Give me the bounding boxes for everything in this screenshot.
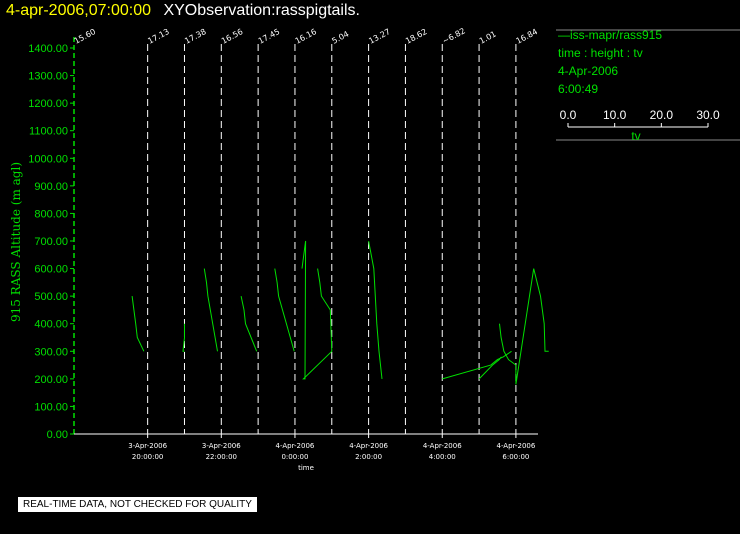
- profile-trace: [203, 268, 218, 352]
- y-tick-label: 1000.00: [28, 153, 68, 165]
- profile-trace: [240, 295, 258, 352]
- legend-series: —iss-mapr/rass915: [558, 28, 663, 42]
- y-axis: 0.00 100.00 200.00 300.00 400.00 500.00 600.00…: [28, 36, 75, 441]
- profile-trace: [182, 323, 185, 352]
- legend-scale-tick: 20.0: [650, 108, 674, 122]
- x-tick-time: 0:00:00: [281, 453, 308, 461]
- legend-date: 4-Apr-2006: [558, 64, 619, 78]
- profile-label: 1.01: [478, 29, 498, 45]
- y-tick-label: 400.00: [34, 319, 68, 331]
- y-tick-label: 1400.00: [28, 43, 68, 55]
- y-tick-label: 1300.00: [28, 71, 68, 83]
- y-tick-label: 100.00: [34, 401, 68, 413]
- profile-trace: [478, 356, 502, 380]
- legend-scale: 0.0 10.0 20.0 30.0 tv: [556, 29, 740, 143]
- legend-scale-tick: 0.0: [560, 108, 577, 122]
- profile-label: 5.04: [330, 29, 350, 45]
- disclaimer-box: REAL-TIME DATA, NOT CHECKED FOR QUALITY: [18, 497, 257, 512]
- profile-trace: [368, 240, 383, 379]
- x-tick-date: 3-Apr-2006: [202, 442, 241, 450]
- y-tick-label: 900.00: [34, 181, 68, 193]
- x-tick-time: 2:00:00: [355, 453, 382, 461]
- y-tick-label: 1200.00: [28, 98, 68, 110]
- legend-time: 6:00:49: [558, 82, 599, 96]
- y-tick-label: 0.00: [47, 429, 68, 441]
- x-tick-date: 3-Apr-2006: [128, 442, 167, 450]
- profile-trace: [499, 268, 549, 385]
- x-tick-date: 4-Apr-2006: [496, 442, 535, 450]
- legend-scale-tick: 10.0: [603, 108, 627, 122]
- profile-marker-lines: [147, 44, 517, 434]
- title-bar: 4-apr-2006,07:00:00 XYObservation:rasspi…: [6, 2, 360, 20]
- title-observation: XYObservation:rasspigtails.: [163, 2, 360, 19]
- y-tick-label: 500.00: [34, 291, 68, 303]
- profile-traces: [131, 240, 549, 385]
- title-date: 4-apr-2006,07:00:00: [6, 2, 151, 19]
- profile-label: 15.60: [73, 27, 97, 46]
- y-tick-label: 800.00: [34, 208, 68, 220]
- profile-label: 17.45: [257, 27, 281, 46]
- profile-label: 17.13: [146, 27, 170, 46]
- y-axis-label: 915 RASS Altitude (m agl): [9, 162, 23, 322]
- x-tick-time: 20:00:00: [132, 453, 163, 461]
- profile-label: 16.56: [220, 27, 244, 46]
- y-tick-label: 1100.00: [29, 126, 68, 138]
- x-tick-time: 6:00:00: [502, 453, 529, 461]
- x-axis-label: time: [298, 464, 314, 472]
- profile-label: ~6.82: [441, 26, 467, 45]
- legend-variables: time : height : tv: [558, 46, 643, 60]
- x-tick-date: 4-Apr-2006: [423, 442, 462, 450]
- profile-trace: [131, 296, 145, 352]
- x-tick-time: 22:00:00: [206, 453, 237, 461]
- profile-label: 16.16: [294, 27, 318, 46]
- profile-labels: 15.60 17.13 17.38 16.56 17.45 16.16 5.04 13.27 1…: [73, 26, 539, 45]
- profile-trace: [274, 268, 295, 352]
- profile-trace: [301, 240, 333, 380]
- y-tick-label: 700.00: [34, 236, 68, 248]
- legend-scale-label: tv: [631, 129, 640, 143]
- y-tick-label: 600.00: [34, 264, 68, 276]
- y-tick-label: 200.00: [34, 374, 68, 386]
- legend-scale-tick: 30.0: [696, 108, 720, 122]
- profile-label: 13.27: [367, 27, 391, 46]
- profile-label: 16.84: [515, 27, 539, 46]
- y-tick-label: 300.00: [34, 346, 68, 358]
- profile-label: 17.38: [183, 27, 207, 46]
- profile-trace: [442, 350, 512, 380]
- profile-label: 18.62: [404, 27, 428, 46]
- x-tick-time: 4:00:00: [429, 453, 456, 461]
- x-tick-date: 4-Apr-2006: [276, 442, 315, 450]
- x-tick-date: 4-Apr-2006: [349, 442, 388, 450]
- x-axis: 3-Apr-2006 20:00:00 3-Apr-2006 22:00:00 4-Ap…: [74, 433, 538, 461]
